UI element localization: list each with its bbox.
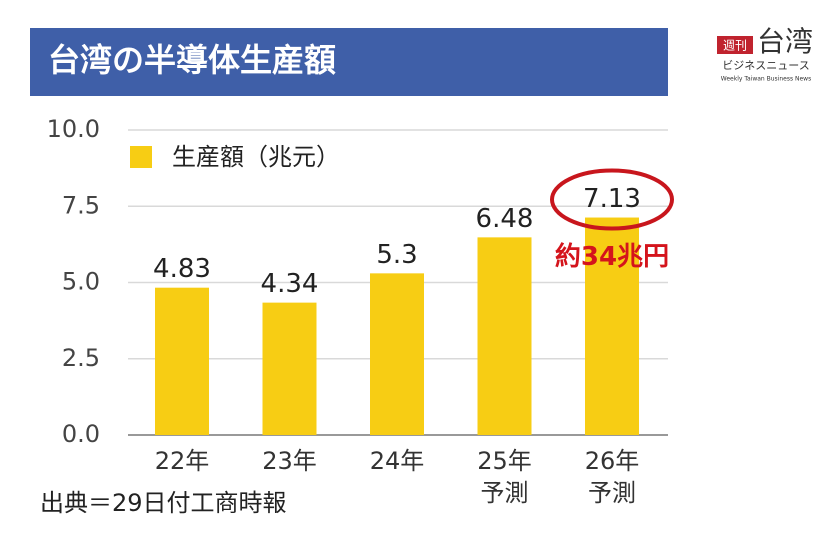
brand-kana: ビジネスニュース (722, 59, 809, 72)
source: 出典＝29日付工商時報 (40, 489, 287, 517)
x-tick-label: 予測 (588, 479, 636, 507)
y-tick-label: 7.5 (62, 191, 100, 219)
x-tick-label: 22年 (155, 447, 210, 475)
bar (370, 273, 424, 435)
x-tick-label: 予測 (481, 479, 529, 507)
legend-label: 生産額（兆元） (172, 143, 340, 171)
title-banner (30, 28, 668, 96)
bar (155, 287, 209, 435)
x-tick-label: 24年 (370, 447, 425, 475)
y-tick-label: 2.5 (62, 344, 100, 372)
x-tick-label: 23年 (262, 447, 317, 475)
y-tick-label: 10.0 (47, 115, 100, 143)
bar (477, 237, 532, 435)
value-label: 7.13 (583, 184, 641, 214)
value-label: 6.48 (476, 204, 534, 234)
brand-badge: 週刊 (723, 39, 747, 53)
x-tick-label: 26年 (585, 447, 640, 475)
brand-english: Weekly Taiwan Business News (721, 76, 811, 83)
annotation: 約34兆円 (555, 241, 669, 272)
bar (262, 302, 317, 435)
value-label: 5.3 (376, 240, 417, 270)
bar (585, 217, 639, 435)
x-tick-label: 25年 (477, 447, 532, 475)
y-tick-label: 5.0 (62, 268, 100, 296)
brand-badge-bg (717, 36, 753, 54)
highlight-ring (550, 168, 674, 231)
legend-swatch (130, 146, 152, 168)
chart-title: 台湾の半導体生産額 (48, 41, 336, 79)
y-tick-label: 0.0 (62, 420, 100, 448)
value-label: 4.83 (153, 254, 211, 284)
value-label: 4.34 (261, 269, 319, 299)
brand-name: 台湾 (757, 25, 813, 58)
